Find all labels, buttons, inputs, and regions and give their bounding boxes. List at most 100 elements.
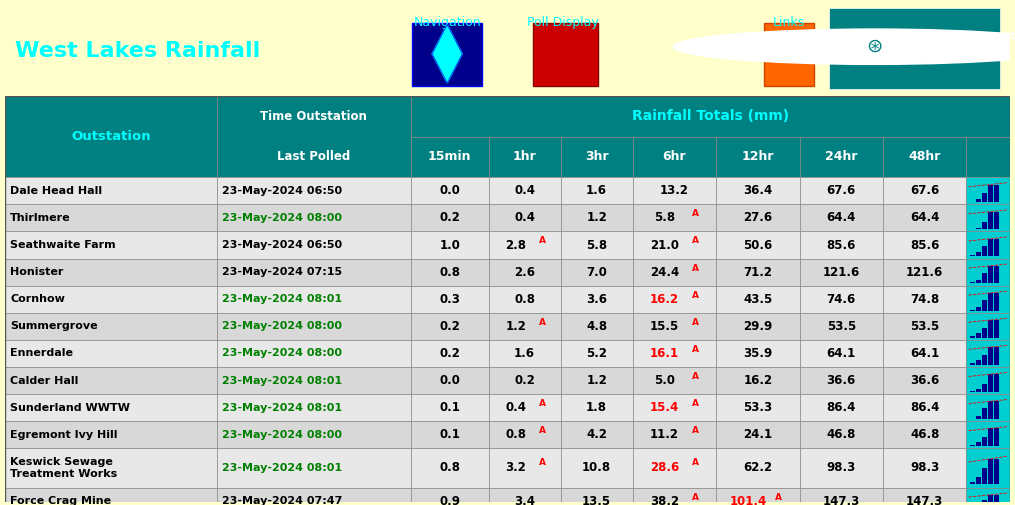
Text: 23-May-2024 08:01: 23-May-2024 08:01 (221, 376, 342, 385)
FancyBboxPatch shape (632, 205, 717, 231)
Text: 0.3: 0.3 (439, 293, 460, 306)
FancyBboxPatch shape (717, 367, 800, 394)
Text: 36.4: 36.4 (743, 184, 772, 197)
FancyBboxPatch shape (5, 177, 216, 205)
Text: Time Outstation: Time Outstation (260, 110, 367, 123)
Text: Egremont Ivy Hill: Egremont Ivy Hill (10, 430, 118, 440)
FancyBboxPatch shape (216, 421, 411, 448)
Text: 0.8: 0.8 (439, 266, 460, 279)
FancyBboxPatch shape (800, 177, 883, 205)
FancyBboxPatch shape (632, 340, 717, 367)
FancyBboxPatch shape (995, 293, 1000, 311)
Text: 15.4: 15.4 (650, 401, 679, 414)
FancyBboxPatch shape (966, 136, 1010, 177)
FancyBboxPatch shape (970, 482, 975, 484)
FancyBboxPatch shape (966, 231, 1010, 259)
FancyBboxPatch shape (411, 96, 1010, 136)
Text: 64.1: 64.1 (826, 347, 856, 360)
FancyBboxPatch shape (983, 500, 988, 505)
FancyBboxPatch shape (983, 384, 988, 392)
Circle shape (673, 29, 1015, 65)
FancyBboxPatch shape (983, 222, 988, 229)
Text: 16.1: 16.1 (650, 347, 679, 360)
Text: 36.6: 36.6 (910, 374, 940, 387)
Text: 147.3: 147.3 (906, 494, 943, 505)
Text: 7.0: 7.0 (587, 266, 607, 279)
Text: 0.2: 0.2 (439, 320, 460, 333)
Text: 67.6: 67.6 (910, 184, 940, 197)
FancyBboxPatch shape (632, 487, 717, 505)
FancyBboxPatch shape (5, 286, 216, 313)
Text: 0.8: 0.8 (515, 293, 535, 306)
FancyBboxPatch shape (989, 495, 994, 505)
FancyBboxPatch shape (883, 286, 966, 313)
Text: 27.6: 27.6 (743, 212, 772, 224)
FancyBboxPatch shape (5, 259, 216, 286)
FancyBboxPatch shape (560, 313, 632, 340)
Text: 85.6: 85.6 (826, 238, 856, 251)
Text: 43.5: 43.5 (743, 293, 772, 306)
FancyBboxPatch shape (829, 8, 1000, 89)
Text: 0.8: 0.8 (505, 428, 527, 441)
FancyBboxPatch shape (976, 361, 982, 365)
FancyBboxPatch shape (560, 177, 632, 205)
Text: 35.9: 35.9 (743, 347, 772, 360)
Text: A: A (692, 318, 698, 327)
Text: Dale Head Hall: Dale Head Hall (10, 186, 103, 196)
FancyBboxPatch shape (966, 205, 1010, 231)
Text: A: A (692, 236, 698, 245)
Text: 67.6: 67.6 (826, 184, 856, 197)
Text: 2.6: 2.6 (515, 266, 535, 279)
Text: 0.4: 0.4 (515, 212, 535, 224)
Text: 0.2: 0.2 (439, 347, 460, 360)
Text: A: A (692, 345, 698, 354)
Text: 0.8: 0.8 (439, 462, 460, 474)
FancyBboxPatch shape (560, 487, 632, 505)
FancyBboxPatch shape (995, 401, 1000, 419)
FancyBboxPatch shape (883, 340, 966, 367)
FancyBboxPatch shape (216, 259, 411, 286)
Text: 0.2: 0.2 (515, 374, 535, 387)
FancyBboxPatch shape (488, 340, 560, 367)
Text: A: A (692, 492, 698, 501)
Text: 38.2: 38.2 (650, 494, 679, 505)
FancyBboxPatch shape (488, 448, 560, 487)
Text: 23-May-2024 07:47: 23-May-2024 07:47 (221, 496, 342, 505)
FancyBboxPatch shape (800, 487, 883, 505)
Text: 71.2: 71.2 (743, 266, 772, 279)
FancyBboxPatch shape (717, 177, 800, 205)
FancyBboxPatch shape (989, 374, 994, 392)
FancyBboxPatch shape (5, 367, 216, 394)
FancyBboxPatch shape (989, 212, 994, 229)
FancyBboxPatch shape (883, 313, 966, 340)
FancyBboxPatch shape (983, 328, 988, 338)
FancyBboxPatch shape (983, 437, 988, 446)
FancyBboxPatch shape (5, 205, 216, 231)
FancyBboxPatch shape (883, 177, 966, 205)
Text: 53.5: 53.5 (826, 320, 856, 333)
FancyBboxPatch shape (560, 286, 632, 313)
FancyBboxPatch shape (216, 286, 411, 313)
Text: 121.6: 121.6 (823, 266, 860, 279)
Text: Poll Display: Poll Display (527, 16, 599, 29)
FancyBboxPatch shape (976, 252, 982, 257)
FancyBboxPatch shape (488, 286, 560, 313)
Text: 13.2: 13.2 (660, 184, 689, 197)
FancyBboxPatch shape (411, 367, 488, 394)
Text: 0.2: 0.2 (439, 212, 460, 224)
FancyBboxPatch shape (983, 355, 988, 365)
FancyBboxPatch shape (5, 421, 216, 448)
FancyBboxPatch shape (800, 313, 883, 340)
Text: West Lakes Rainfall: West Lakes Rainfall (15, 41, 261, 61)
Text: 6hr: 6hr (663, 150, 686, 164)
FancyBboxPatch shape (966, 177, 1010, 205)
Text: 3.2: 3.2 (505, 462, 527, 474)
Text: 24hr: 24hr (825, 150, 858, 164)
FancyBboxPatch shape (966, 394, 1010, 421)
FancyBboxPatch shape (995, 374, 1000, 392)
FancyBboxPatch shape (966, 313, 1010, 340)
FancyBboxPatch shape (976, 442, 982, 446)
FancyBboxPatch shape (717, 421, 800, 448)
FancyBboxPatch shape (970, 336, 975, 338)
FancyBboxPatch shape (5, 313, 216, 340)
